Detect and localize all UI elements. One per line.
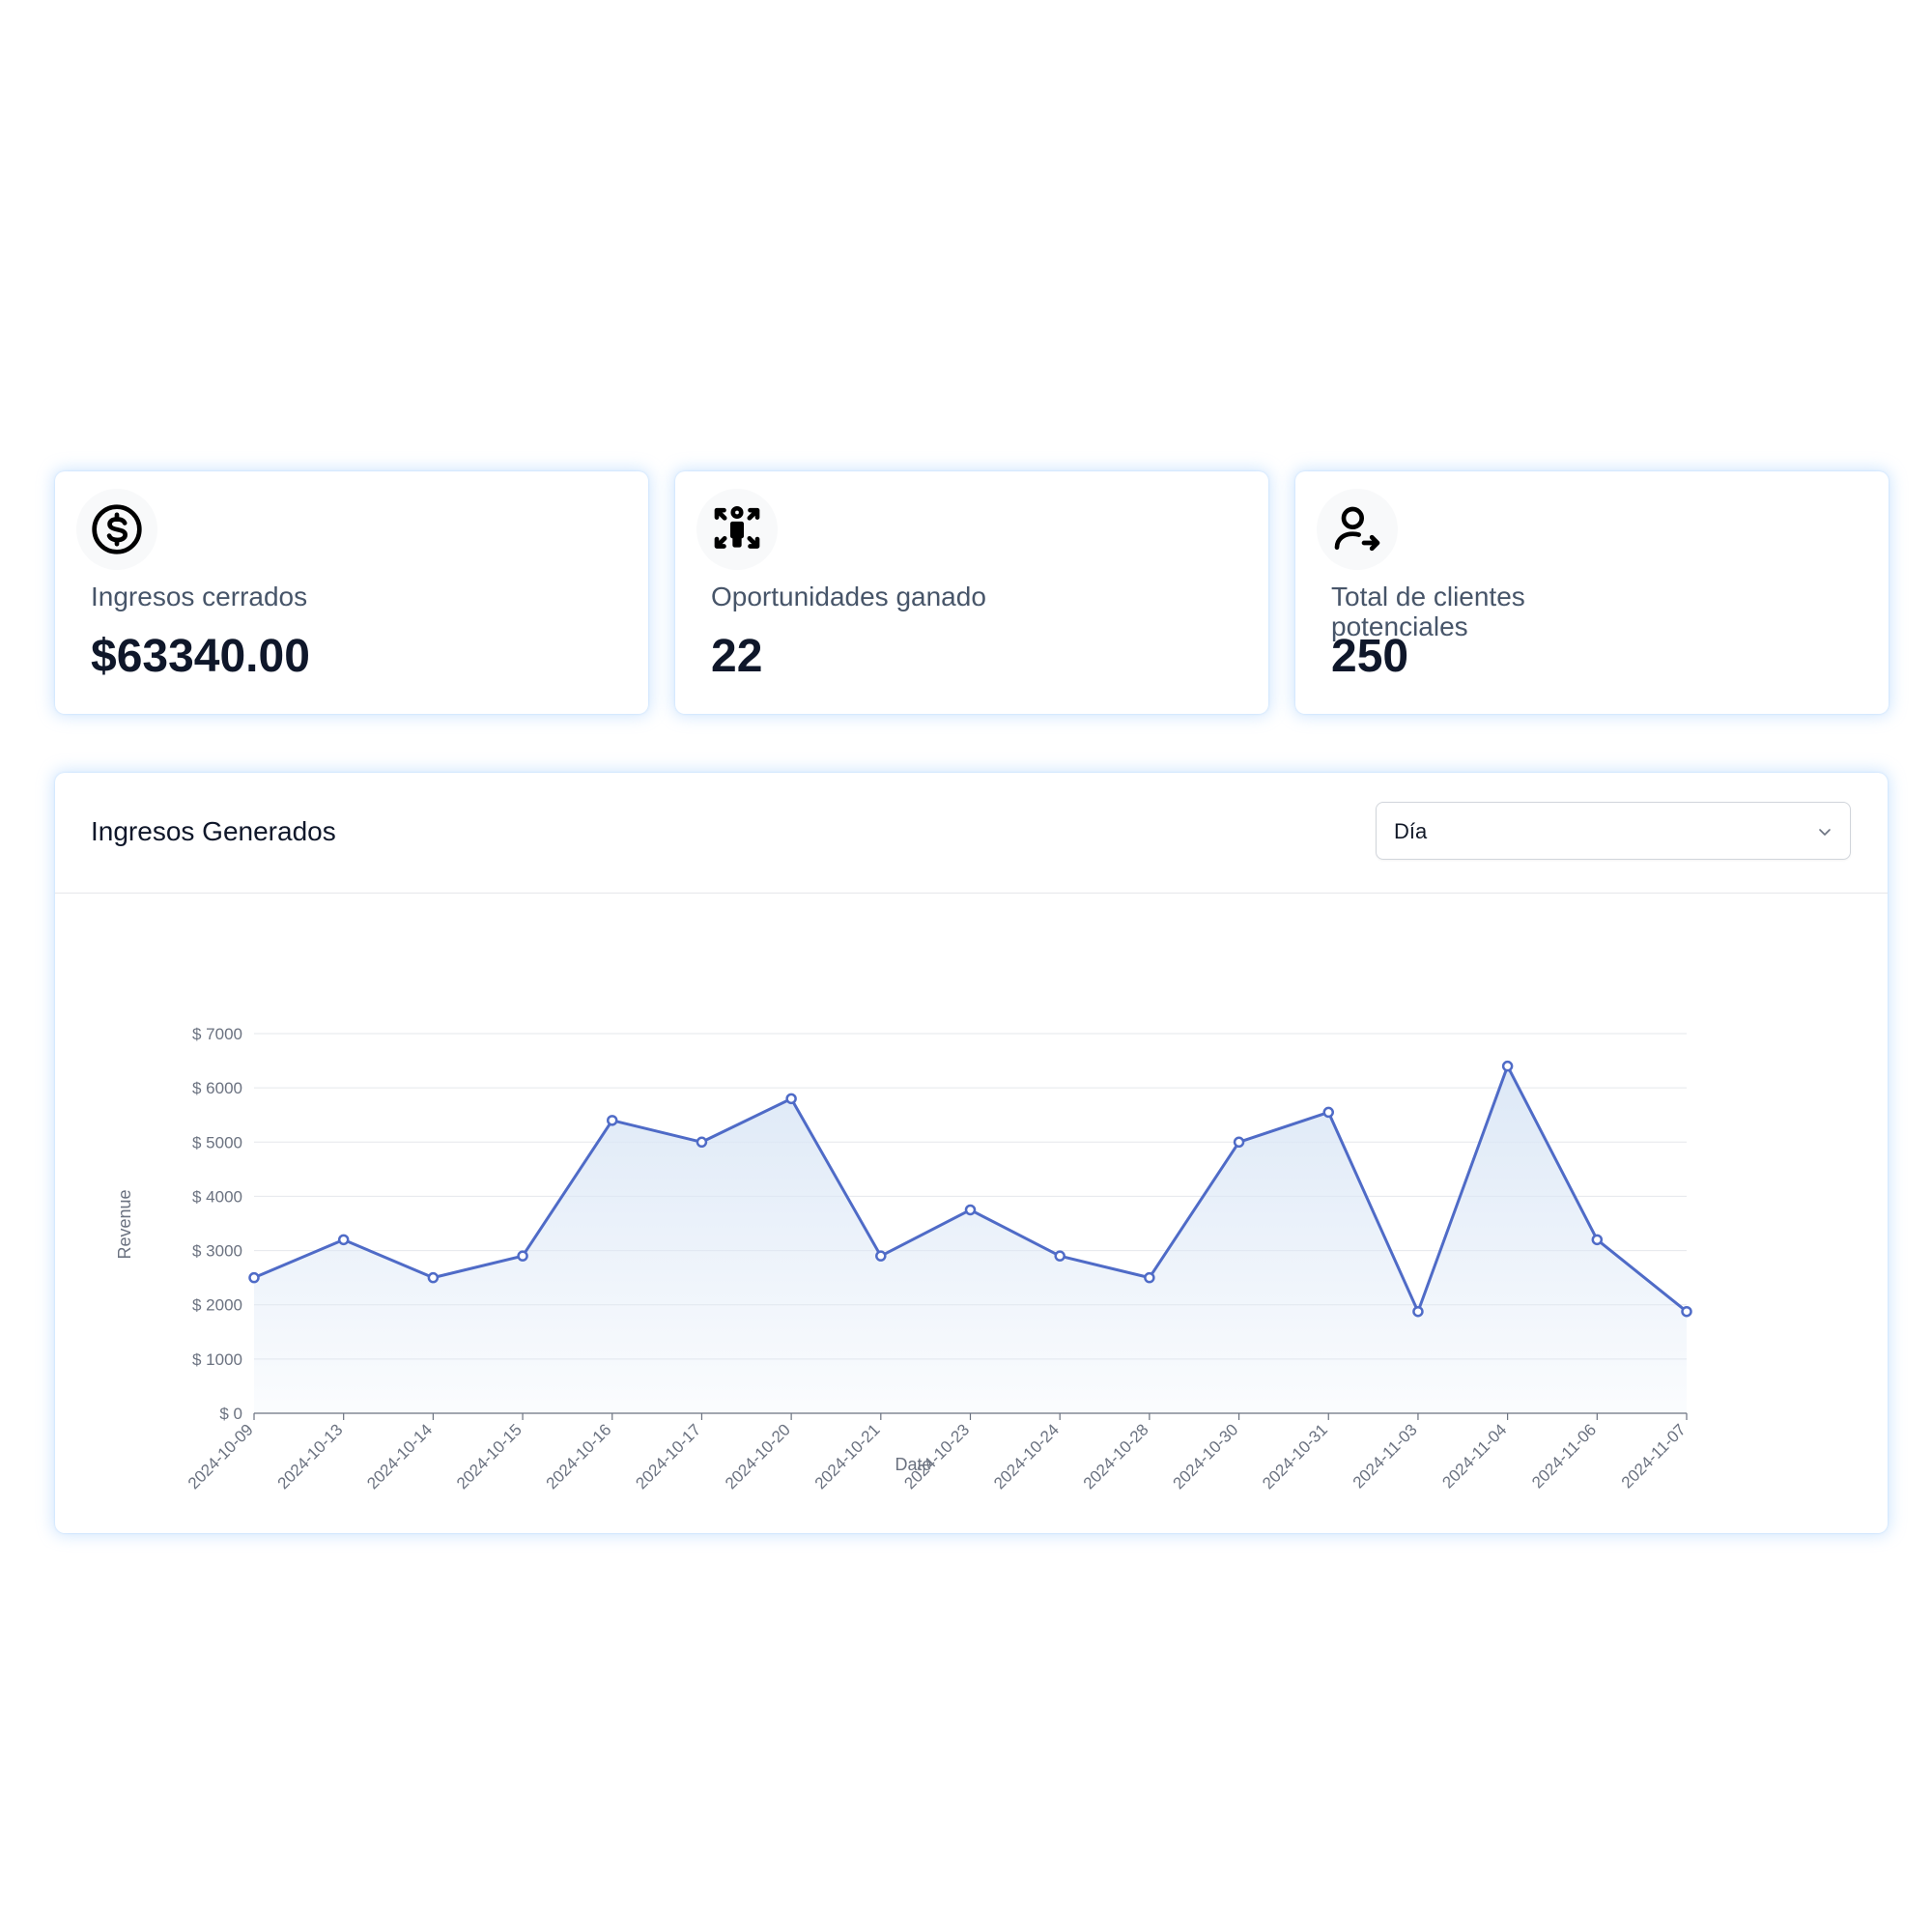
stat-card-opportunities-won: Oportunidades ganado 22 [675, 471, 1268, 714]
y-tick-label: $ 7000 [192, 1025, 242, 1043]
x-tick-label: 2024-11-04 [1438, 1420, 1510, 1492]
y-tick-label: $ 2000 [192, 1296, 242, 1315]
revenue-chart-card: Ingresos Generados Día $ 0 $ 1000 $ 2000 $ … [55, 773, 1888, 1533]
x-axis-title: Date [895, 1455, 931, 1474]
x-tick-label: 2024-10-31 [1259, 1420, 1331, 1492]
x-tick-label: 2024-11-03 [1350, 1420, 1421, 1492]
y-tick-label: $ 5000 [192, 1133, 242, 1151]
x-tick-label: 2024-10-30 [1169, 1420, 1241, 1492]
x-tick-label: 2024-10-16 [543, 1420, 615, 1492]
data-point [337, 1234, 350, 1246]
opportunities-icon [696, 489, 778, 570]
x-tick-label: 2024-10-13 [274, 1420, 347, 1492]
series-area [254, 1065, 1687, 1413]
user-arrow-icon [1317, 489, 1398, 570]
data-point [1054, 1250, 1065, 1262]
stat-label: Ingresos cerrados [91, 582, 308, 611]
y-tick-label: $ 0 [219, 1405, 242, 1423]
chart-card-title: Ingresos Generados [91, 816, 336, 846]
data-point [248, 1271, 260, 1284]
y-tick-label: $ 1000 [192, 1350, 242, 1369]
data-point [517, 1250, 528, 1262]
stat-card-closed-revenue: Ingresos cerrados $63340.00 [55, 471, 648, 714]
dollar-circle-icon [76, 489, 157, 570]
x-tick-label: 2024-10-14 [363, 1420, 436, 1492]
period-select-value: Día [1394, 819, 1428, 843]
stat-value: 22 [711, 631, 763, 682]
data-point [1233, 1136, 1245, 1149]
stat-value: $63340.00 [91, 631, 310, 682]
stat-label: Total de clientes potenciales [1331, 582, 1525, 641]
y-axis-title: Revenue [115, 1189, 134, 1259]
x-tick-label: 2024-10-24 [990, 1420, 1063, 1492]
data-point [1322, 1106, 1334, 1119]
x-tick-label: 2024-11-06 [1528, 1420, 1600, 1492]
data-point [696, 1136, 708, 1149]
chevron-down-icon [1819, 829, 1831, 836]
x-tick-label: 2024-11-07 [1618, 1420, 1690, 1492]
data-point [964, 1204, 977, 1216]
chart-card-header: Ingresos Generados Día [55, 773, 1888, 894]
x-tick-label: 2024-10-21 [811, 1420, 884, 1492]
data-point [427, 1271, 440, 1284]
data-point [1412, 1305, 1424, 1318]
x-tick-label: 2024-10-17 [632, 1420, 704, 1492]
stat-card-total-leads: Total de clientes potenciales 250 [1295, 471, 1889, 714]
stat-label: Oportunidades ganado [711, 582, 986, 611]
stat-value: 250 [1331, 631, 1409, 682]
x-tick-label: 2024-10-15 [453, 1420, 526, 1492]
data-point [875, 1250, 887, 1262]
revenue-line-chart: $ 0 $ 1000 $ 2000 $ 3000 $ 4000 $ 5000 $ 6000 $… [115, 1025, 1692, 1492]
x-tick-label: 2024-10-09 [185, 1420, 257, 1492]
y-tick-label: $ 3000 [192, 1242, 242, 1261]
data-point [1681, 1305, 1692, 1318]
y-tick-label: $ 4000 [192, 1187, 242, 1206]
data-point [1144, 1271, 1155, 1284]
data-point [785, 1093, 797, 1105]
x-tick-label: 2024-10-28 [1080, 1420, 1152, 1492]
x-tick-label: 2024-10-20 [722, 1420, 794, 1492]
data-point [1591, 1234, 1604, 1246]
data-point [607, 1115, 618, 1126]
data-point [1501, 1060, 1514, 1072]
period-select[interactable]: Día [1376, 802, 1851, 860]
y-tick-label: $ 6000 [192, 1079, 242, 1097]
